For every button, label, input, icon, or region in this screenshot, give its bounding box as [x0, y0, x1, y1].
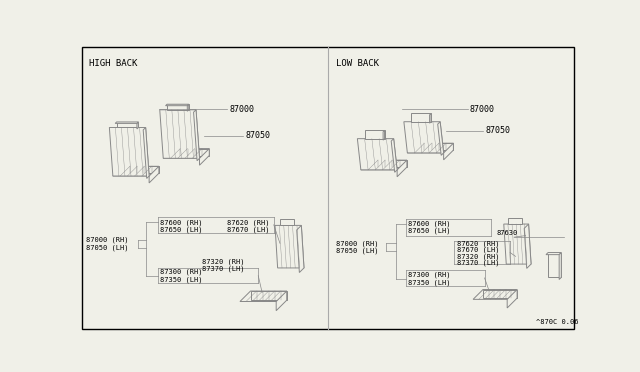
- Polygon shape: [115, 122, 138, 124]
- Text: 87370 (LH): 87370 (LH): [457, 259, 499, 266]
- Text: 87650 (LH): 87650 (LH): [160, 227, 202, 234]
- Polygon shape: [240, 291, 287, 302]
- Polygon shape: [444, 143, 453, 160]
- Polygon shape: [250, 291, 287, 300]
- Text: 87000: 87000: [230, 105, 255, 114]
- Text: 87320 (RH): 87320 (RH): [202, 259, 244, 265]
- Polygon shape: [507, 289, 517, 308]
- Polygon shape: [137, 122, 138, 129]
- Polygon shape: [404, 122, 444, 153]
- Text: 87670 (LH): 87670 (LH): [457, 247, 499, 253]
- Text: 87300 (RH): 87300 (RH): [408, 272, 451, 278]
- Text: 87000: 87000: [470, 105, 495, 114]
- Polygon shape: [167, 104, 189, 110]
- Polygon shape: [438, 122, 444, 155]
- Text: 87600 (RH): 87600 (RH): [160, 219, 202, 226]
- Text: HIGH BACK: HIGH BACK: [90, 58, 138, 67]
- Polygon shape: [429, 113, 431, 123]
- Polygon shape: [548, 253, 561, 278]
- Polygon shape: [391, 139, 397, 172]
- Polygon shape: [417, 143, 453, 150]
- Polygon shape: [116, 122, 138, 128]
- Text: 87630: 87630: [496, 230, 517, 236]
- Polygon shape: [166, 104, 189, 106]
- Polygon shape: [113, 166, 159, 176]
- Polygon shape: [123, 166, 159, 173]
- Polygon shape: [408, 143, 453, 153]
- Polygon shape: [275, 225, 304, 268]
- Polygon shape: [365, 130, 385, 139]
- Polygon shape: [371, 160, 407, 167]
- Text: 87370 (LH): 87370 (LH): [202, 266, 244, 272]
- Polygon shape: [559, 253, 561, 279]
- Polygon shape: [383, 130, 385, 140]
- Text: 87620 (RH): 87620 (RH): [227, 219, 269, 226]
- Text: 87650 (LH): 87650 (LH): [408, 228, 451, 234]
- Text: 87350 (LH): 87350 (LH): [408, 279, 451, 286]
- Polygon shape: [143, 128, 149, 179]
- Text: 87350 (LH): 87350 (LH): [160, 276, 202, 283]
- Text: 87320 (RH): 87320 (RH): [457, 253, 499, 260]
- Text: 87000 (RH): 87000 (RH): [336, 240, 378, 247]
- Polygon shape: [173, 148, 209, 155]
- Polygon shape: [200, 148, 209, 165]
- Polygon shape: [483, 289, 517, 298]
- Text: LOW BACK: LOW BACK: [336, 58, 379, 67]
- Text: 87050 (LH): 87050 (LH): [336, 248, 378, 254]
- Text: 87050 (LH): 87050 (LH): [86, 245, 129, 251]
- Text: 87050: 87050: [245, 131, 270, 140]
- Polygon shape: [411, 113, 431, 122]
- Text: 87300 (RH): 87300 (RH): [160, 269, 202, 275]
- Polygon shape: [473, 289, 517, 299]
- Polygon shape: [524, 224, 531, 269]
- Polygon shape: [397, 160, 407, 177]
- Text: 87620 (RH): 87620 (RH): [457, 241, 499, 247]
- Text: 87600 (RH): 87600 (RH): [408, 220, 451, 227]
- Polygon shape: [163, 148, 209, 158]
- Text: ^870C 0.06: ^870C 0.06: [536, 319, 578, 325]
- Polygon shape: [357, 139, 397, 170]
- Polygon shape: [280, 219, 294, 225]
- Polygon shape: [276, 291, 287, 311]
- Polygon shape: [160, 110, 200, 158]
- Text: 87000 (RH): 87000 (RH): [86, 237, 129, 243]
- Polygon shape: [297, 225, 304, 273]
- Text: 87670 (LH): 87670 (LH): [227, 227, 269, 234]
- Polygon shape: [193, 110, 200, 161]
- Polygon shape: [188, 104, 189, 111]
- Polygon shape: [504, 224, 531, 264]
- Polygon shape: [361, 160, 407, 170]
- Polygon shape: [109, 128, 149, 176]
- Polygon shape: [546, 253, 561, 255]
- Polygon shape: [149, 166, 159, 183]
- Polygon shape: [508, 218, 522, 224]
- Text: 87050: 87050: [485, 126, 510, 135]
